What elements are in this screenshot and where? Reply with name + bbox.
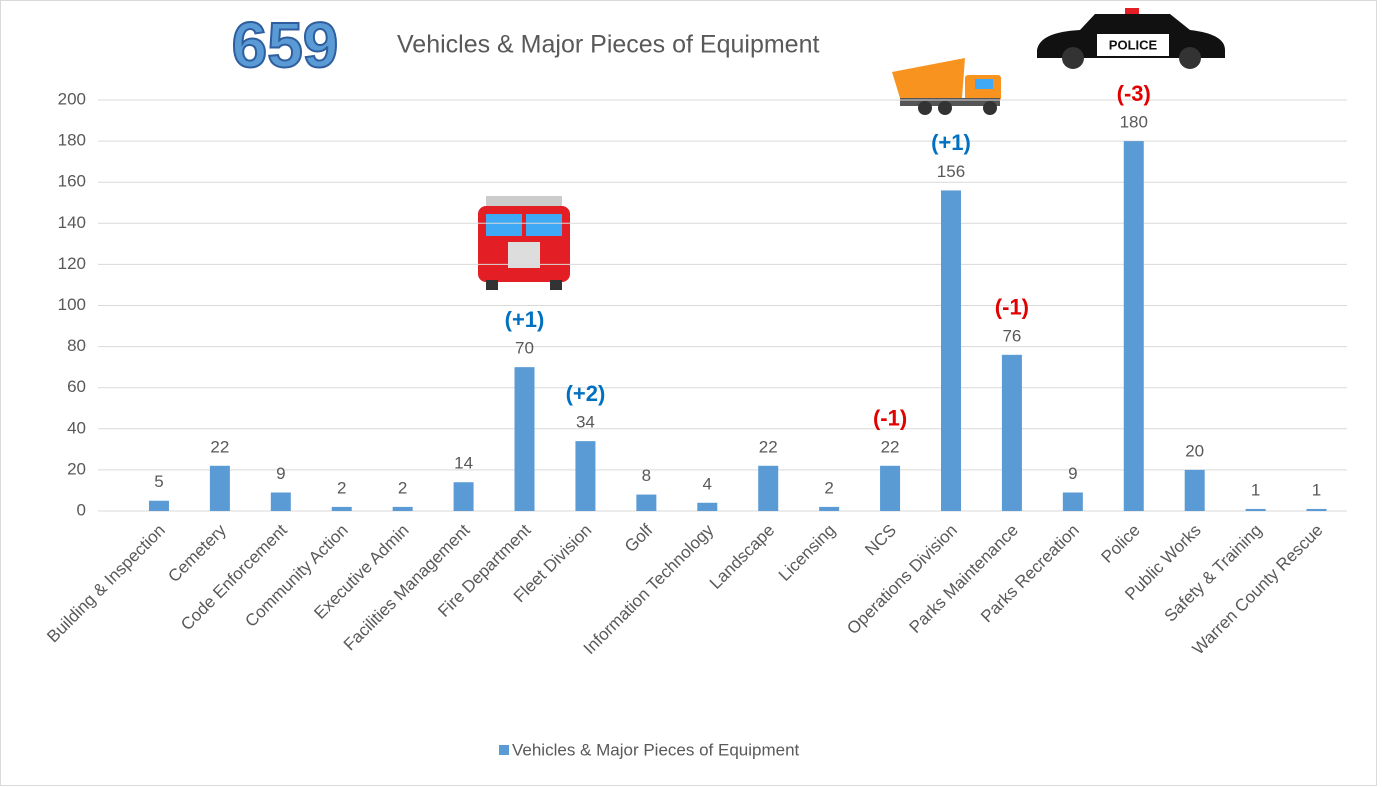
y-tick-label: 40 [67, 418, 86, 437]
bar [1002, 355, 1022, 511]
bar [1063, 493, 1083, 511]
value-label: 8 [642, 466, 651, 485]
value-label: 2 [398, 478, 407, 497]
change-annotation: (+1) [931, 130, 971, 155]
y-tick-label: 120 [58, 254, 86, 273]
change-annotation: (-3) [1117, 81, 1151, 106]
value-label: 70 [515, 339, 534, 358]
value-label: 22 [881, 437, 900, 456]
y-tick-label: 160 [58, 172, 86, 191]
bar [697, 503, 717, 511]
bar [636, 495, 656, 511]
y-tick-label: 60 [67, 377, 86, 396]
value-label: 2 [337, 478, 346, 497]
value-label: 2 [824, 478, 833, 497]
bar [332, 507, 352, 511]
bar [454, 482, 474, 511]
value-label: 9 [1068, 464, 1077, 483]
change-annotation: (+1) [505, 307, 545, 332]
change-annotation: (-1) [873, 406, 907, 431]
headline: 659 [232, 9, 339, 81]
chart-title: Vehicles & Major Pieces of Equipment [397, 31, 819, 59]
police-text: POLICE [1109, 37, 1158, 52]
chart-border [1, 1, 1377, 786]
bar [575, 441, 595, 511]
value-label: 14 [454, 454, 473, 473]
value-label: 1 [1312, 480, 1321, 499]
bar [1307, 509, 1327, 511]
value-label: 4 [703, 474, 712, 493]
bar [271, 493, 291, 511]
y-tick-label: 100 [58, 295, 86, 314]
bar [1246, 509, 1266, 511]
change-annotation: (+2) [566, 381, 606, 406]
y-tick-label: 80 [67, 336, 86, 355]
bar [210, 466, 230, 511]
bar [941, 190, 961, 511]
chart: 659 Vehicles & Major Pieces of Equipment… [0, 0, 1382, 787]
value-label: 34 [576, 413, 595, 432]
bar [515, 367, 535, 511]
bar [393, 507, 413, 511]
y-tick-label: 180 [58, 131, 86, 150]
fire-truck-icon [478, 196, 570, 290]
legend-label: Vehicles & Major Pieces of Equipment [512, 740, 800, 759]
bar [149, 501, 169, 511]
value-label: 22 [210, 437, 229, 456]
value-label: 5 [154, 472, 163, 491]
value-label: 76 [1002, 326, 1021, 345]
bar [758, 466, 778, 511]
value-label: 22 [759, 437, 778, 456]
bar [819, 507, 839, 511]
bar [880, 466, 900, 511]
bar [1185, 470, 1205, 511]
y-tick-label: 20 [67, 459, 86, 478]
value-label: 9 [276, 464, 285, 483]
value-label: 180 [1120, 113, 1148, 132]
value-label: 156 [937, 162, 965, 181]
legend-swatch [499, 745, 509, 755]
change-annotation: (-1) [995, 295, 1029, 320]
y-tick-label: 140 [58, 213, 86, 232]
y-tick-label: 0 [77, 500, 86, 519]
value-label: 20 [1185, 441, 1204, 460]
y-tick-label: 200 [58, 89, 86, 108]
bar [1124, 141, 1144, 511]
value-label: 1 [1251, 480, 1260, 499]
